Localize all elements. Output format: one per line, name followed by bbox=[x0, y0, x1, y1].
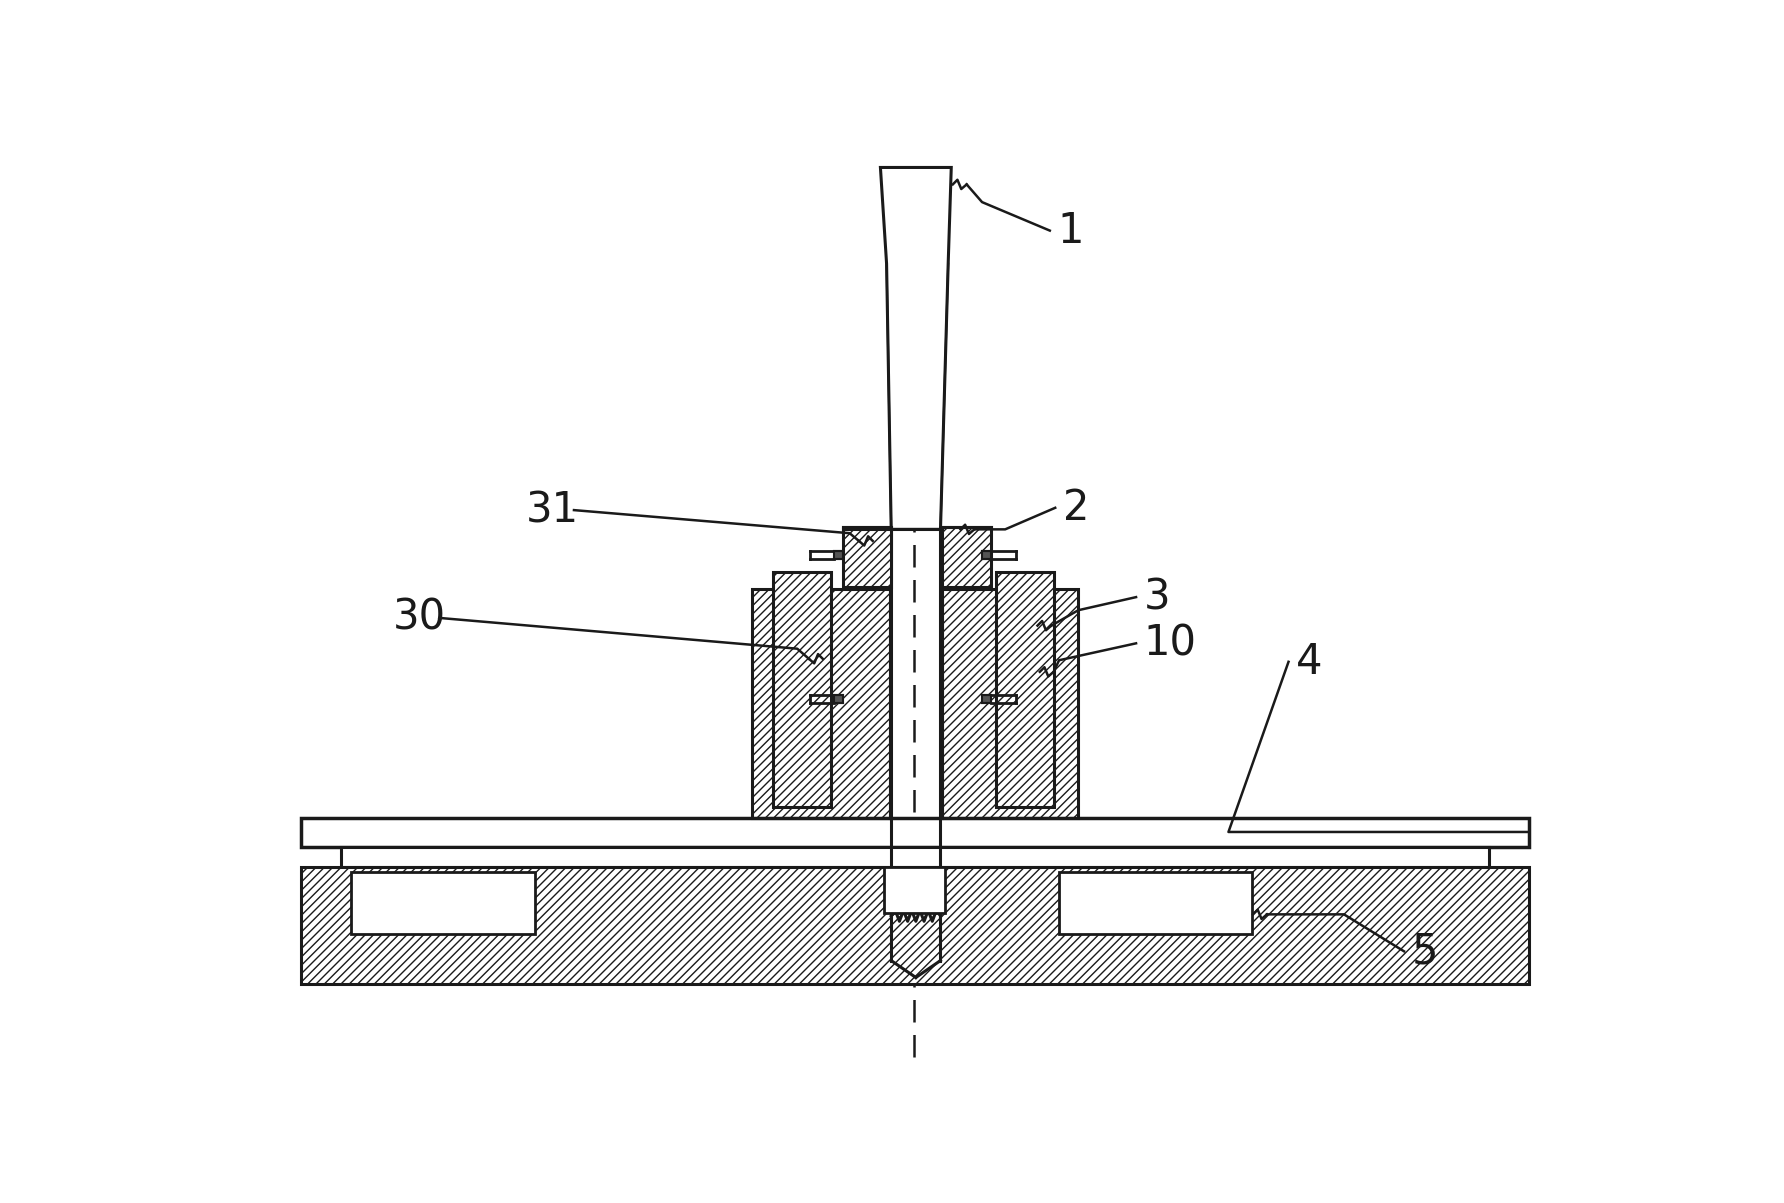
Bar bbox=[1060, 872, 1252, 934]
Bar bbox=[751, 588, 890, 818]
Bar bbox=[883, 866, 946, 913]
Text: 30: 30 bbox=[392, 597, 446, 639]
Bar bbox=[341, 847, 1488, 866]
Bar bbox=[981, 695, 992, 703]
Text: 3: 3 bbox=[1144, 576, 1170, 618]
Bar bbox=[942, 588, 1078, 818]
Bar bbox=[774, 571, 831, 806]
Bar bbox=[835, 695, 844, 703]
Bar bbox=[844, 527, 892, 587]
Bar bbox=[751, 588, 890, 818]
Bar bbox=[942, 527, 992, 587]
Bar bbox=[835, 551, 844, 558]
Bar bbox=[942, 527, 992, 587]
Text: 4: 4 bbox=[1297, 641, 1322, 683]
Text: 31: 31 bbox=[526, 490, 580, 531]
Polygon shape bbox=[881, 167, 951, 529]
Bar bbox=[995, 571, 1054, 806]
Bar bbox=[301, 866, 1529, 984]
Bar bbox=[301, 818, 1529, 847]
Text: 10: 10 bbox=[1144, 622, 1197, 664]
Bar bbox=[942, 588, 1078, 818]
Bar bbox=[351, 872, 535, 934]
Bar bbox=[774, 571, 831, 806]
Text: 2: 2 bbox=[1063, 487, 1090, 529]
Bar bbox=[301, 866, 1529, 984]
Text: 1: 1 bbox=[1058, 209, 1085, 251]
Bar bbox=[844, 527, 892, 587]
Bar bbox=[995, 571, 1054, 806]
Bar bbox=[981, 551, 992, 558]
Text: 5: 5 bbox=[1411, 930, 1438, 972]
